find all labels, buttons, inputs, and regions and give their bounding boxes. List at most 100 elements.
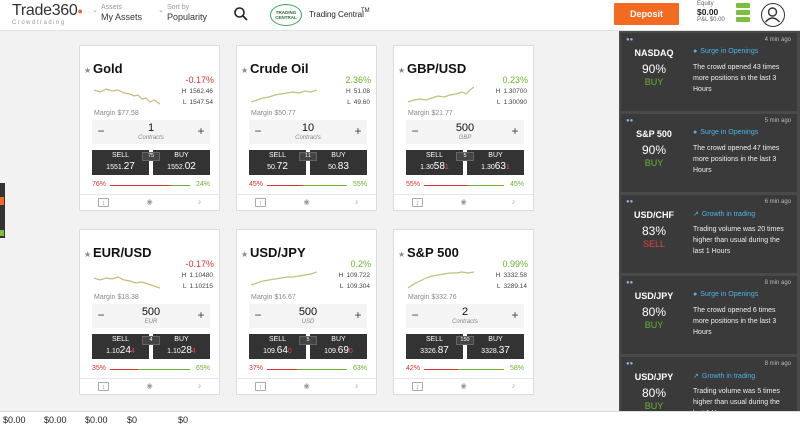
alert-card[interactable]: ●● 6 min ago USD/CHF 83% SELL ↗ Growth in… — [621, 195, 797, 273]
increase-button[interactable]: + — [354, 308, 362, 322]
trading-central-label[interactable]: Trading Central — [309, 10, 364, 19]
sort-dropdown[interactable]: ⌄ Sort by Popularity — [158, 4, 207, 22]
deposit-button[interactable]: Deposit — [614, 3, 679, 25]
sell-sentiment-line — [424, 369, 458, 370]
decrease-button[interactable]: − — [411, 124, 419, 138]
bell-icon[interactable]: ♪ — [511, 383, 516, 390]
alert-percent: 80% — [641, 305, 667, 319]
alert-card[interactable]: ●● 4 min ago NASDAQ 90% BUY ● Surge in Op… — [621, 33, 797, 111]
eye-icon[interactable]: ◉ — [303, 383, 310, 390]
sell-button[interactable]: SELL 1.30581 — [406, 150, 463, 175]
buy-button[interactable]: BUY 109.690 — [310, 334, 367, 359]
quantity-stepper: − 500 USD + — [249, 304, 367, 328]
increase-button[interactable]: + — [354, 124, 362, 138]
sell-button[interactable]: SELL 50.72 — [249, 150, 306, 175]
increase-button[interactable]: + — [197, 124, 205, 138]
trade-ticket-icon[interactable]: ↕ — [98, 198, 109, 207]
alert-type-icon: ↗ — [693, 373, 699, 380]
alert-type-icon: ● — [693, 291, 698, 298]
alert-card[interactable]: ●● 5 min ago S&P 500 90% BUY ● Surge in O… — [621, 114, 797, 192]
buy-button[interactable]: BUY 3328.37 — [467, 334, 524, 359]
alert-time: 5 min ago — [764, 118, 791, 124]
alert-card[interactable]: ●● 8 min ago USD/JPY 80% BUY ↗ Growth in … — [621, 357, 797, 411]
buy-sentiment-line — [138, 369, 190, 370]
eye-icon[interactable]: ◉ — [460, 383, 467, 390]
quantity-value[interactable]: 500 — [455, 122, 475, 134]
footer-value: $0.00 — [3, 415, 26, 425]
quantity-value[interactable]: 500 — [141, 306, 161, 318]
instrument-card[interactable]: ★ GBP/USD 0.23% H 1.30700 L 1.30090 Margin… — [393, 45, 534, 211]
sell-sentiment: 45% — [249, 181, 264, 188]
instrument-card[interactable]: ★ USD/JPY 0.2% H 109.722 L 109.304 Margin … — [236, 229, 377, 395]
instrument-card[interactable]: ★ EUR/USD -0.17% H 1.10480 L 1.10215 Margi… — [79, 229, 220, 395]
decrease-button[interactable]: − — [411, 308, 419, 322]
buy-button[interactable]: BUY 50.83 — [310, 150, 367, 175]
buy-sentiment-line — [297, 369, 347, 370]
search-icon[interactable] — [233, 6, 249, 22]
alert-headline: Surge in Openings — [700, 129, 759, 136]
bell-icon[interactable]: ♪ — [354, 199, 359, 206]
left-edge-tab[interactable] — [0, 183, 5, 238]
trade-ticket-icon[interactable]: ↕ — [255, 198, 266, 207]
sell-sentiment: 42% — [406, 365, 421, 372]
sell-sentiment-line — [110, 185, 171, 186]
equity-summary[interactable]: Equity $0.00 P&L $0.00 — [697, 1, 731, 23]
people-icon: ●● — [626, 361, 634, 367]
sparkline-chart — [251, 89, 317, 103]
bell-icon[interactable]: ♪ — [354, 383, 359, 390]
alert-time: 6 min ago — [764, 199, 791, 205]
sell-button[interactable]: SELL 3326.87 — [406, 334, 463, 359]
increase-button[interactable]: + — [511, 124, 519, 138]
trade-ticket-icon[interactable]: ↕ — [255, 382, 266, 391]
trade-ticket-icon[interactable]: ↕ — [98, 382, 109, 391]
quantity-value[interactable]: 1 — [147, 122, 155, 134]
quantity-value[interactable]: 10 — [301, 122, 315, 134]
spread-badge: 11 — [299, 152, 317, 161]
instrument-card[interactable]: ★ Crude Oil 2.36% H 51.08 L 49.60 Margin $… — [236, 45, 377, 211]
decrease-button[interactable]: − — [254, 308, 262, 322]
menu-bars-icon[interactable] — [736, 3, 750, 25]
decrease-button[interactable]: − — [97, 124, 105, 138]
buy-button[interactable]: BUY 1.30631 — [467, 150, 524, 175]
trade-ticket-icon[interactable]: ↕ — [412, 382, 423, 391]
trade360-logo[interactable]: Trade360● Crowdtrading — [12, 3, 83, 27]
buy-button[interactable]: BUY 1.10284 — [153, 334, 210, 359]
buy-button[interactable]: BUY 1552.02 — [153, 150, 210, 175]
sell-sentiment-line — [267, 369, 297, 370]
instrument-card[interactable]: ★ Gold -0.17% H 1562.46 L 1547.54 Margin $… — [79, 45, 220, 211]
bell-icon[interactable]: ♪ — [511, 199, 516, 206]
user-profile-icon[interactable] — [761, 3, 785, 27]
sell-button[interactable]: SELL 1.10244 — [92, 334, 149, 359]
alert-card[interactable]: ●● 8 min ago USD/JPY 80% BUY ● Surge in O… — [621, 276, 797, 354]
decrease-button[interactable]: − — [254, 124, 262, 138]
eye-icon[interactable]: ◉ — [303, 199, 310, 206]
bell-icon[interactable]: ♪ — [197, 199, 202, 206]
quantity-value[interactable]: 2 — [461, 306, 469, 318]
instrument-name: USD/JPY — [250, 245, 306, 260]
eye-icon[interactable]: ◉ — [146, 199, 153, 206]
alert-direction: BUY — [644, 401, 664, 411]
assets-dropdown[interactable]: ⌄ Assets My Assets — [92, 4, 142, 22]
quantity-value[interactable]: 500 — [298, 306, 318, 318]
star-icon[interactable]: ★ — [398, 250, 406, 259]
buy-label: BUY — [488, 152, 503, 159]
star-icon[interactable]: ★ — [84, 250, 92, 259]
trading-central-alerts-panel[interactable]: ●● 4 min ago NASDAQ 90% BUY ● Surge in Op… — [619, 31, 800, 411]
star-icon[interactable]: ★ — [241, 250, 249, 259]
instrument-card[interactable]: ★ S&P 500 0.99% H 3332.58 L 3289.14 Margin… — [393, 229, 534, 395]
sell-button[interactable]: SELL 1551.27 — [92, 150, 149, 175]
decrease-button[interactable]: − — [97, 308, 105, 322]
increase-button[interactable]: + — [511, 308, 519, 322]
alert-description: Trading volume was 5 times higher than u… — [693, 388, 780, 411]
eye-icon[interactable]: ◉ — [146, 383, 153, 390]
sell-button[interactable]: SELL 109.640 — [249, 334, 306, 359]
increase-button[interactable]: + — [197, 308, 205, 322]
change-percent: 2.36% — [345, 75, 371, 85]
star-icon[interactable]: ★ — [84, 66, 92, 75]
eye-icon[interactable]: ◉ — [460, 199, 467, 206]
trade-ticket-icon[interactable]: ↕ — [412, 198, 423, 207]
bell-icon[interactable]: ♪ — [197, 383, 202, 390]
trading-central-logo[interactable]: TRADING CENTRAL — [270, 4, 302, 26]
star-icon[interactable]: ★ — [398, 66, 406, 75]
star-icon[interactable]: ★ — [241, 66, 249, 75]
